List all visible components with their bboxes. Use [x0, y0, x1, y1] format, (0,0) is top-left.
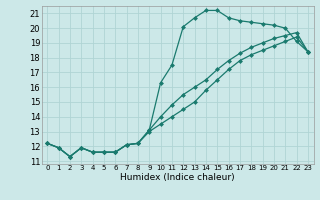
X-axis label: Humidex (Indice chaleur): Humidex (Indice chaleur) — [120, 173, 235, 182]
